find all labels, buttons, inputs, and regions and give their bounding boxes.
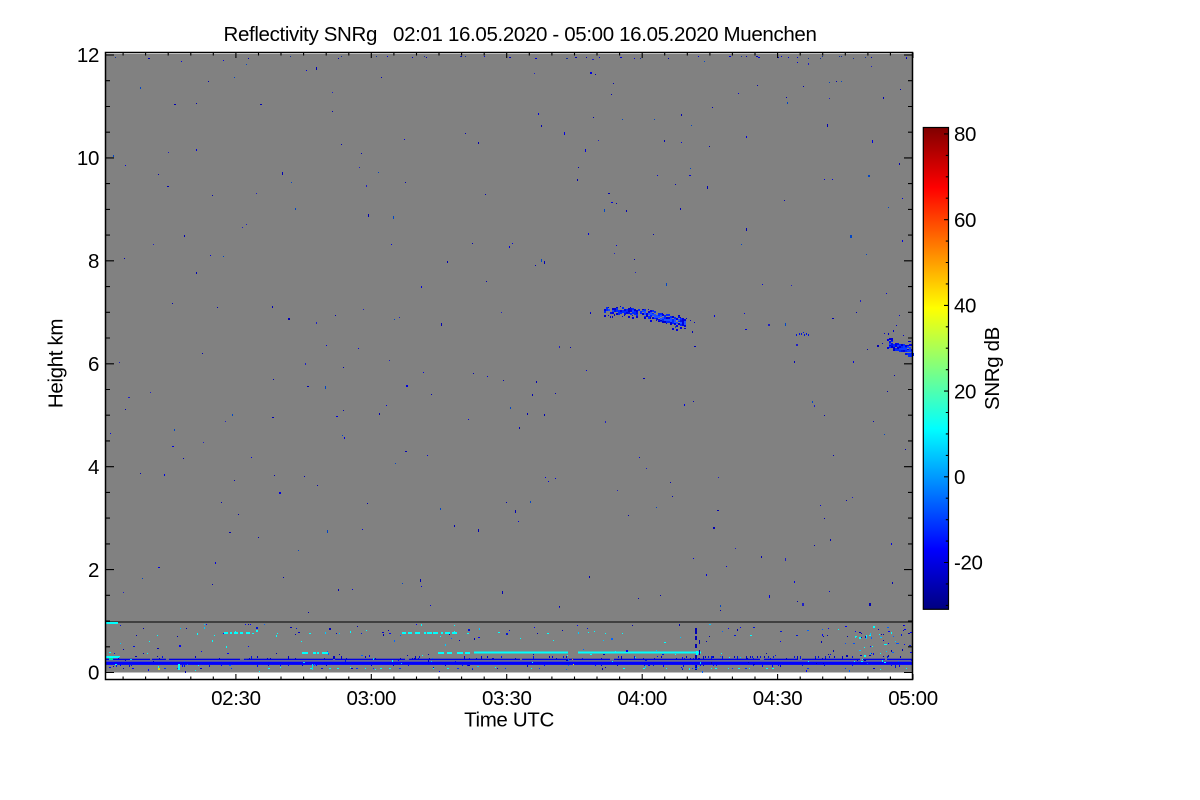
- svg-text:10: 10: [77, 147, 99, 170]
- svg-text:03:30: 03:30: [482, 687, 532, 710]
- svg-text:20: 20: [954, 380, 976, 403]
- svg-text:6: 6: [88, 353, 99, 376]
- svg-text:40: 40: [954, 295, 976, 318]
- svg-text:03:00: 03:00: [347, 687, 397, 710]
- svg-text:8: 8: [88, 250, 99, 273]
- svg-text:02:30: 02:30: [211, 687, 261, 710]
- svg-text:-20: -20: [954, 552, 983, 575]
- svg-text:Time UTC: Time UTC: [464, 709, 554, 732]
- svg-text:Reflectivity SNRg 02:01 16.0: Reflectivity SNRg 02:01 16.05.2020 - 05:…: [223, 23, 816, 46]
- svg-text:0: 0: [88, 662, 99, 685]
- svg-text:04:00: 04:00: [617, 687, 667, 710]
- svg-text:12: 12: [77, 44, 99, 67]
- svg-text:80: 80: [954, 123, 976, 146]
- svg-text:Height km: Height km: [45, 319, 68, 408]
- svg-text:4: 4: [88, 456, 99, 479]
- svg-text:05:00: 05:00: [888, 687, 938, 710]
- svg-text:SNRg dB: SNRg dB: [981, 327, 1004, 410]
- svg-text:2: 2: [88, 559, 99, 582]
- svg-text:04:30: 04:30: [753, 687, 803, 710]
- svg-text:0: 0: [954, 466, 965, 489]
- svg-text:60: 60: [954, 209, 976, 232]
